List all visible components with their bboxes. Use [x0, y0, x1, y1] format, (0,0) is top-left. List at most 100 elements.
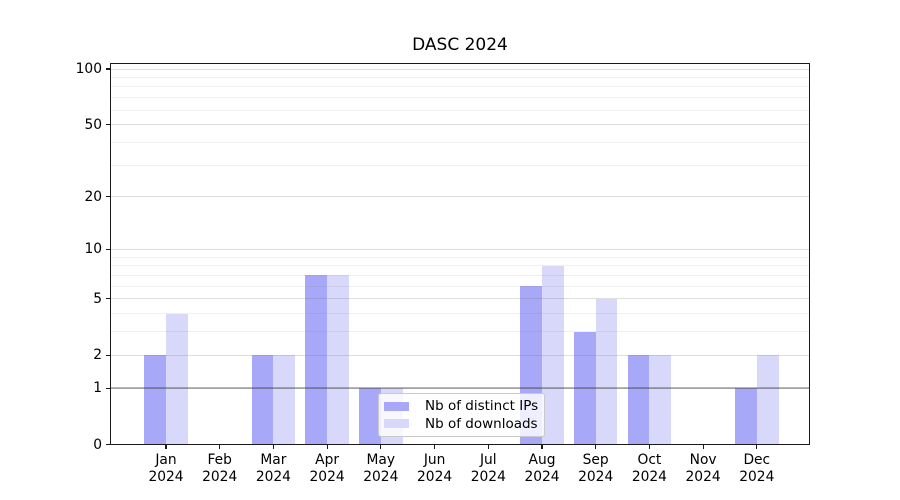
bar-aug-downloads: [542, 265, 564, 445]
bar-jan-distinct-ips: [144, 355, 166, 445]
y-axis-tick: [106, 196, 110, 198]
legend-swatch-distinct-ips: [384, 401, 409, 411]
minor-gridline: [111, 86, 809, 88]
y-axis-tick-label: 2: [93, 347, 102, 364]
y-axis-tick: [106, 248, 110, 250]
legend: Nb of distinct IPs Nb of downloads: [378, 393, 545, 437]
x-axis-tick: [165, 445, 167, 449]
x-axis-tick-label-line: Feb: [207, 452, 232, 468]
bar-sep-distinct-ips: [573, 331, 596, 445]
x-axis-tick: [756, 445, 758, 449]
x-axis-tick: [702, 445, 704, 449]
x-axis-tick-label-line: Oct: [637, 452, 662, 468]
reference-line: [111, 387, 809, 389]
x-axis-tick-label-line: Sep: [582, 452, 609, 468]
minor-gridline: [111, 76, 809, 78]
x-axis-tick-label-line: Aug: [528, 452, 556, 468]
bar-may-distinct-ips: [359, 388, 381, 445]
x-axis-tick: [487, 445, 489, 449]
major-gridline: [111, 248, 809, 250]
x-axis-tick-label-line: 2024: [470, 468, 506, 485]
bar-mar-downloads: [273, 355, 296, 445]
x-axis-tick-label-line: 2024: [309, 468, 345, 485]
x-axis-tick: [648, 445, 650, 449]
y-axis-tick-label: 0: [93, 436, 102, 453]
x-axis-tick-label: Oct 2024: [609, 452, 689, 486]
x-axis-tick-label: Aug 2024: [502, 452, 582, 486]
x-axis-tick-label: Mar 2024: [233, 452, 313, 486]
x-axis-tick-label-line: May: [366, 452, 396, 468]
x-axis-tick: [595, 445, 597, 449]
x-axis-tick-label: Apr 2024: [287, 452, 367, 486]
y-axis-tick-label: 20: [84, 188, 102, 205]
y-axis-tick-label: 1: [93, 380, 102, 397]
x-axis-tick: [380, 445, 382, 449]
x-axis-tick-label-line: 2024: [255, 468, 291, 485]
minor-gridline: [111, 285, 809, 287]
x-axis-tick-label-line: 2024: [631, 468, 667, 485]
x-axis-tick-label-line: 2024: [685, 468, 721, 485]
major-gridline: [111, 124, 809, 126]
legend-swatch-downloads: [384, 419, 409, 429]
chart-title: DASC 2024: [412, 35, 508, 55]
bar-oct-distinct-ips: [627, 355, 650, 445]
minor-gridline: [111, 274, 809, 276]
major-gridline: [111, 196, 809, 198]
x-axis-tick-label: Jul 2024: [448, 452, 528, 486]
minor-gridline: [111, 141, 809, 143]
minor-gridline: [111, 109, 809, 111]
y-axis-tick: [106, 443, 110, 446]
x-axis-tick-label-line: Dec: [743, 452, 771, 468]
x-axis-tick: [541, 445, 543, 449]
bar-jan-downloads: [166, 313, 188, 445]
bar-apr-distinct-ips: [305, 275, 328, 445]
x-axis-tick-label-line: Jun: [423, 452, 446, 468]
y-axis-tick-label: 10: [84, 241, 102, 258]
minor-gridline: [111, 164, 809, 166]
x-axis-tick-label-line: 2024: [417, 468, 453, 485]
x-axis-tick-label: Jan 2024: [126, 452, 206, 486]
x-axis-tick: [219, 445, 221, 449]
bar-dec-downloads: [756, 355, 779, 445]
y-axis-tick: [106, 68, 110, 70]
major-gridline: [111, 387, 809, 389]
minor-gridline: [111, 265, 809, 267]
legend-item-downloads: Nb of downloads: [384, 415, 538, 433]
legend-label-downloads: Nb of downloads: [425, 415, 538, 432]
major-gridline: [111, 68, 809, 70]
minor-gridline: [111, 97, 809, 99]
y-axis-tick-label: 5: [93, 290, 102, 307]
major-gridline: [111, 298, 809, 300]
x-axis-tick-label-line: Jan: [155, 452, 177, 468]
minor-gridline: [111, 313, 809, 314]
y-axis-tick: [106, 298, 110, 300]
x-axis-tick: [326, 445, 328, 449]
x-axis-tick-label-line: Apr: [315, 452, 340, 468]
x-axis-tick-label: Feb 2024: [180, 452, 260, 486]
minor-gridline: [111, 331, 809, 333]
bar-dec-distinct-ips: [735, 388, 757, 445]
bar-apr-downloads: [327, 275, 349, 445]
legend-label-distinct-ips: Nb of distinct IPs: [425, 398, 539, 415]
x-axis-tick-label-line: Nov: [689, 452, 717, 468]
y-axis-tick-label: 100: [75, 61, 102, 77]
x-axis-tick-label-line: 2024: [363, 468, 399, 485]
x-axis-tick-label-line: Mar: [260, 452, 287, 468]
x-axis-tick-label-line: 2024: [202, 468, 238, 485]
x-axis-tick: [433, 445, 436, 449]
x-axis-tick-label-line: 2024: [148, 468, 184, 485]
major-gridline: [111, 354, 809, 356]
y-axis-tick: [106, 124, 110, 126]
x-axis-tick: [272, 445, 274, 449]
x-axis-tick-label-line: Jul: [479, 452, 497, 468]
legend-item-distinct-ips: Nb of distinct IPs: [384, 398, 538, 416]
x-axis-tick-label: Jun 2024: [395, 452, 475, 486]
bar-oct-downloads: [649, 355, 672, 445]
x-axis-tick-label: Dec 2024: [717, 452, 797, 486]
y-axis-tick-label: 50: [84, 116, 102, 133]
y-axis-tick: [106, 387, 110, 389]
x-axis-tick-label-line: 2024: [524, 468, 560, 485]
bar-sep-downloads: [595, 298, 618, 445]
y-axis-tick: [106, 354, 110, 356]
